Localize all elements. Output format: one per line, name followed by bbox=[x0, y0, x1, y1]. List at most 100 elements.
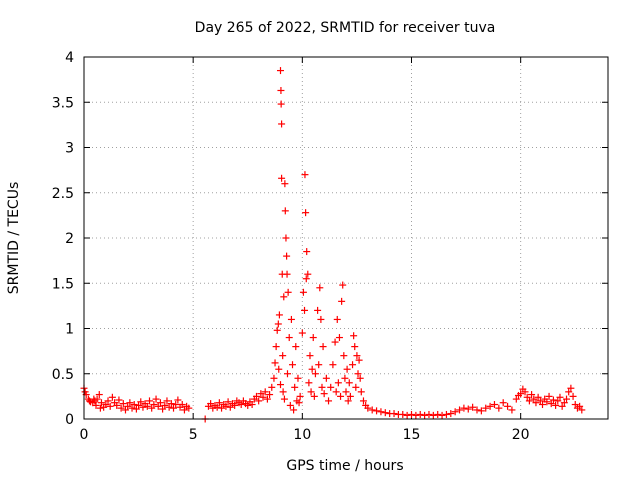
data-point bbox=[306, 352, 314, 360]
data-point bbox=[274, 320, 282, 328]
data-point bbox=[119, 400, 127, 408]
data-point bbox=[352, 383, 360, 391]
data-point bbox=[508, 406, 516, 414]
data-point bbox=[275, 311, 283, 319]
data-point bbox=[298, 329, 306, 337]
grid-lines bbox=[84, 57, 608, 419]
data-point bbox=[290, 406, 298, 414]
y-tick-label: 0.5 bbox=[52, 367, 74, 383]
data-point bbox=[319, 343, 327, 351]
data-point bbox=[170, 404, 178, 412]
data-point bbox=[126, 399, 134, 407]
data-point bbox=[335, 334, 343, 342]
data-point bbox=[304, 270, 312, 278]
data-point bbox=[576, 402, 584, 410]
data-point bbox=[332, 388, 340, 396]
data-point bbox=[102, 401, 110, 409]
data-point bbox=[213, 403, 221, 411]
data-point bbox=[539, 401, 546, 409]
data-point bbox=[349, 361, 357, 369]
data-point bbox=[283, 370, 291, 378]
data-point bbox=[281, 180, 289, 188]
y-tick-label: 2.5 bbox=[52, 186, 74, 202]
data-point bbox=[390, 410, 398, 418]
data-point bbox=[159, 405, 167, 413]
data-point bbox=[277, 67, 284, 75]
data-point bbox=[139, 403, 147, 411]
data-point bbox=[353, 352, 361, 360]
data-point bbox=[271, 359, 279, 367]
data-point bbox=[517, 390, 525, 398]
y-tick-label: 1.5 bbox=[52, 276, 74, 292]
data-point bbox=[137, 398, 145, 406]
data-point bbox=[163, 397, 171, 405]
data-point bbox=[578, 406, 586, 414]
data-point bbox=[218, 404, 226, 412]
data-point bbox=[121, 406, 129, 414]
data-point bbox=[257, 390, 265, 398]
data-point bbox=[178, 401, 186, 409]
data-point bbox=[530, 395, 538, 403]
data-point bbox=[345, 379, 353, 387]
data-point bbox=[237, 401, 245, 409]
data-point bbox=[222, 402, 230, 410]
data-point bbox=[571, 401, 579, 409]
y-axis-label: SRMTID / TECUs bbox=[6, 182, 22, 295]
data-point bbox=[545, 392, 553, 400]
data-point bbox=[310, 392, 318, 400]
data-point bbox=[154, 402, 162, 410]
data-point bbox=[259, 393, 267, 401]
x-tick-label: 5 bbox=[189, 427, 198, 443]
data-point bbox=[224, 398, 232, 406]
y-tick-label: 2 bbox=[65, 231, 74, 247]
data-point bbox=[425, 410, 433, 418]
data-point bbox=[113, 401, 121, 409]
data-point bbox=[252, 392, 260, 400]
data-point bbox=[273, 326, 281, 334]
data-point bbox=[469, 403, 477, 411]
data-point bbox=[381, 409, 389, 417]
data-point bbox=[333, 315, 341, 323]
data-point bbox=[248, 401, 256, 409]
data-point bbox=[368, 406, 376, 414]
y-tick-label: 3 bbox=[65, 141, 74, 157]
data-point bbox=[277, 86, 285, 94]
data-point bbox=[356, 374, 364, 382]
data-point bbox=[152, 395, 160, 403]
data-point bbox=[289, 361, 297, 369]
data-point bbox=[309, 334, 317, 342]
data-point bbox=[301, 306, 309, 314]
data-point bbox=[456, 406, 464, 414]
data-point bbox=[364, 404, 372, 412]
data-point bbox=[255, 397, 263, 405]
data-point bbox=[447, 410, 455, 418]
data-point bbox=[284, 288, 292, 296]
data-point bbox=[317, 315, 325, 323]
data-point bbox=[563, 395, 571, 403]
data-point bbox=[477, 407, 485, 415]
data-point bbox=[359, 397, 367, 405]
data-point bbox=[350, 332, 358, 340]
data-point bbox=[343, 365, 351, 373]
data-point bbox=[156, 399, 164, 407]
data-point bbox=[104, 397, 112, 405]
data-point bbox=[421, 411, 429, 419]
data-point bbox=[512, 395, 520, 403]
data-point bbox=[504, 402, 512, 410]
data-point bbox=[495, 404, 503, 412]
data-point bbox=[549, 396, 557, 404]
data-point bbox=[532, 399, 540, 407]
data-point bbox=[464, 405, 472, 413]
data-point bbox=[337, 392, 345, 400]
data-point bbox=[334, 379, 342, 387]
data-point bbox=[128, 404, 136, 412]
data-point bbox=[523, 393, 531, 401]
data-point bbox=[277, 381, 284, 389]
data-point bbox=[295, 399, 303, 407]
data-point bbox=[569, 392, 577, 400]
data-point bbox=[296, 392, 304, 400]
data-point bbox=[174, 396, 182, 404]
data-point bbox=[320, 390, 328, 398]
data-point bbox=[543, 398, 551, 406]
data-point bbox=[351, 343, 359, 351]
